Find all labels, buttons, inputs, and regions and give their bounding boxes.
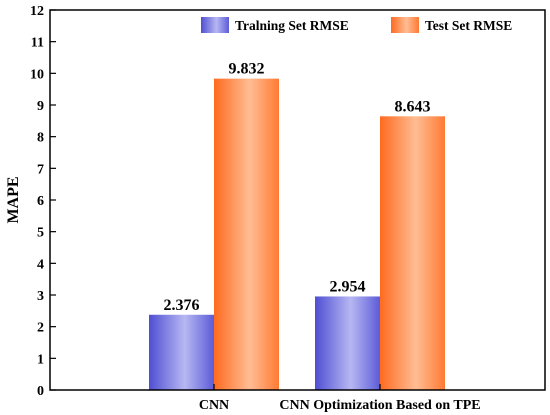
legend-swatch (391, 17, 419, 33)
y-tick-label: 5 (37, 226, 44, 241)
bar (380, 116, 445, 391)
y-tick-label: 8 (37, 131, 44, 146)
y-tick-label: 10 (30, 67, 44, 82)
y-tick-label: 3 (37, 289, 44, 304)
bar-value-label: 2.954 (330, 278, 366, 295)
bar-value-label: 9.832 (229, 61, 265, 78)
legend-label: Tralning Set RMSE (235, 18, 349, 33)
y-tick-label: 2 (37, 321, 44, 336)
plot-frame (49, 9, 546, 391)
bar (214, 78, 279, 391)
legend-swatch (201, 17, 229, 33)
y-tick-label: 12 (30, 4, 44, 19)
x-tick-label: CNN (199, 398, 229, 413)
bar (149, 314, 214, 390)
y-tick-label: 9 (37, 99, 44, 114)
y-tick-label: 7 (37, 162, 44, 177)
bar (315, 296, 380, 390)
x-tick-label: CNN Optimization Based on TPE (279, 398, 480, 413)
y-tick-label: 1 (37, 352, 44, 367)
bar-value-label: 2.376 (164, 297, 200, 314)
y-tick-label: 0 (37, 384, 44, 399)
y-tick-label: 4 (37, 257, 44, 272)
bar-value-label: 8.643 (395, 98, 431, 115)
y-tick-label: 6 (37, 194, 44, 209)
legend: Tralning Set RMSE Test Set RMSE (201, 17, 512, 33)
y-tick-label: 11 (31, 36, 44, 51)
y-axis-label: MAPE (5, 176, 22, 223)
legend-label: Test Set RMSE (425, 18, 512, 33)
